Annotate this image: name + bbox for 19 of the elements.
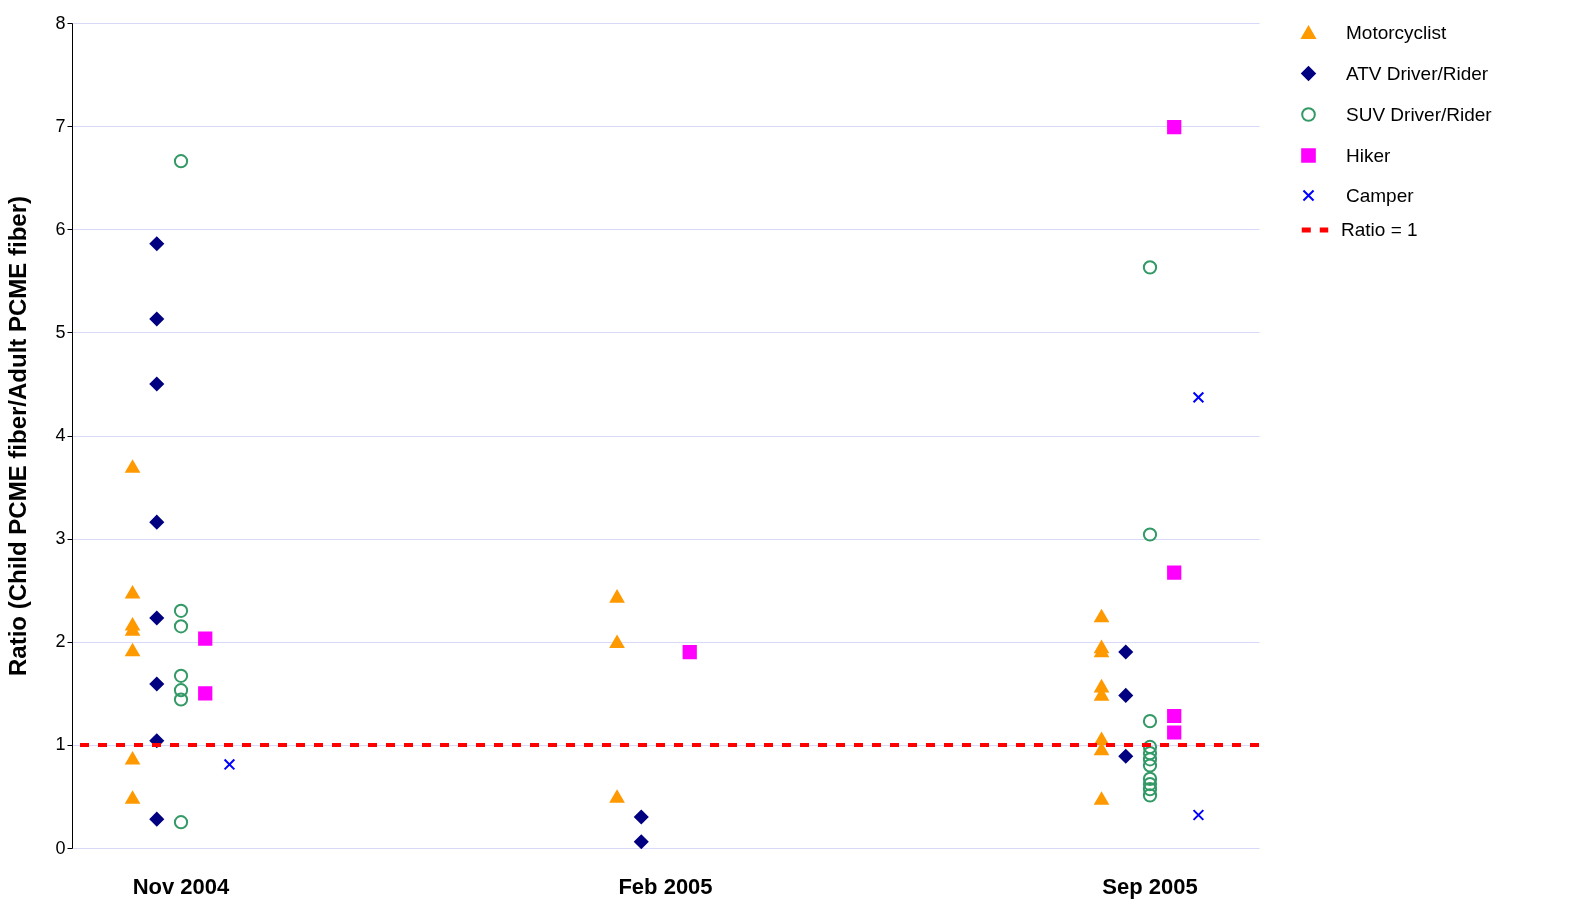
legend-label: Motorcyclist [1346,21,1448,43]
legend-label: Hiker [1346,144,1392,166]
y-tick-label: 8 [55,12,66,33]
x-tick-label: Sep 2005 [1102,873,1198,899]
y-axis-title: Ratio (Child PCME fiber/Adult PCME fiber) [4,196,32,676]
legend-label: Ratio = 1 [1341,219,1418,240]
y-tick-label: 3 [55,528,66,549]
legend-label: Camper [1346,184,1415,206]
y-tick-label: 1 [55,734,66,755]
y-tick-label: 0 [55,837,66,858]
x-tick-label: Nov 2004 [132,873,231,899]
legend-label: ATV Driver/Rider [1346,62,1489,84]
y-tick-label: 7 [55,115,66,136]
y-tick-label: 6 [55,218,66,239]
legend-label: SUV Driver/Rider [1346,103,1493,125]
y-tick-label: 5 [55,321,66,342]
y-tick-label: 2 [55,631,66,652]
x-tick-label: Feb 2005 [618,873,713,899]
y-tick-label: 4 [55,425,66,445]
